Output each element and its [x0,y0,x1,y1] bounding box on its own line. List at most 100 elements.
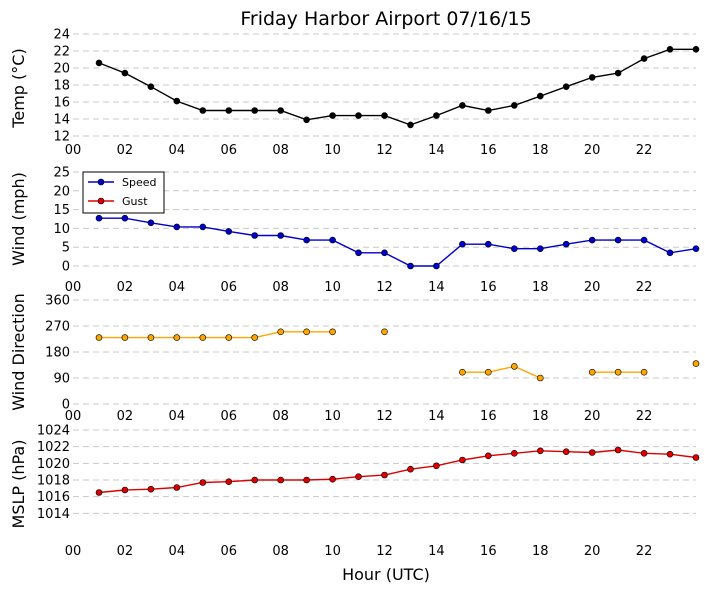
data-point [277,107,285,114]
data-point [355,249,362,257]
x-tick-label: 14 [428,280,445,295]
panel-3: 0 90 180 270 360 00 02 04 06 08 10 12 14 16 18 20 22 Wind… [9,293,700,424]
y-tick-label: 5 [62,241,70,256]
x-tick-label: 20 [584,544,601,559]
data-point [251,232,258,239]
y-tick-label: 24 [53,28,70,43]
data-point [329,475,336,483]
data-point [510,449,518,457]
legend-label: Gust [122,195,148,208]
data-point [666,249,674,257]
data-point [588,236,596,244]
data-point [459,240,466,248]
x-tick-label: 02 [117,544,134,559]
data-point [510,245,518,252]
x-tick-label: 14 [428,544,445,559]
data-point [199,334,207,341]
legend-label: Speed [122,176,156,189]
data-point [277,232,285,239]
data-point [484,368,492,376]
data-point [407,121,414,129]
data-point [459,368,466,376]
data-point [433,462,440,470]
y-tick-label: 1022 [37,440,70,455]
x-tick-label: 08 [272,544,289,559]
y-tick-label: 20 [53,184,70,199]
x-tick-label: 14 [428,409,445,424]
y-tick-label: 1016 [37,490,70,505]
data-point [121,69,129,77]
x-tick-label: 04 [169,409,186,424]
y-tick-label: 18 [53,79,70,94]
data-point [225,107,233,114]
data-point [459,456,466,464]
y-tick-label: 20 [53,62,70,77]
y-tick-label: 360 [45,294,70,309]
y-tick-label: 25 [53,166,70,181]
data-point [510,102,518,109]
data-point [121,486,129,494]
data-point [251,334,258,341]
x-tick-label: 18 [532,544,549,559]
data-point [251,476,258,484]
data-point [303,236,310,244]
x-axis-label: Hour (UTC) [342,565,430,584]
x-tick-label: 10 [324,544,341,559]
x-tick-label: 16 [480,280,497,295]
y-tick-label: 15 [53,203,70,218]
x-tick-label: 00 [65,143,82,158]
x-tick-label: 22 [636,409,653,424]
data-point [640,55,648,62]
series-line [98,48,696,126]
x-tick-label: 00 [65,280,82,295]
data-point [225,478,233,486]
x-tick-label: 12 [376,409,393,424]
data-point [95,59,103,67]
x-tick-label: 06 [220,544,237,559]
y-axis-label: Wind (mph) [9,172,28,266]
panel-2: 0 5 10 15 20 25 00 02 04 06 08 10 12 14 16 18 20 22 Wind (… [9,166,700,295]
data-point [121,334,129,341]
x-tick-label: 06 [220,409,237,424]
legend-box [82,171,165,214]
data-point [588,368,596,376]
x-tick-label: 02 [117,409,134,424]
data-point [199,479,207,486]
y-axis-label: MSLP (hPa) [9,440,28,529]
x-tick-label: 06 [220,280,237,295]
x-tick-label: 00 [65,544,82,559]
y-tick-label: 0 [62,260,70,275]
x-tick-label: 06 [220,143,237,158]
y-tick-label: 0 [62,398,70,413]
data-point [666,450,674,458]
x-tick-label: 16 [480,409,497,424]
x-tick-label: 18 [532,280,549,295]
data-point [303,116,310,124]
data-point [95,489,103,496]
y-tick-label: 180 [45,346,70,361]
y-tick-label: 22 [53,45,70,60]
data-point [95,334,103,341]
x-tick-label: 18 [532,143,549,158]
x-tick-label: 12 [376,544,393,559]
data-point [407,465,414,473]
data-point [510,363,518,370]
data-point [640,368,648,376]
data-point [640,236,648,244]
y-tick-label: 1024 [37,424,70,439]
data-point [251,107,258,114]
data-point [173,484,181,491]
x-tick-label: 00 [65,409,82,424]
data-point [303,328,310,336]
y-tick-label: 270 [45,320,70,335]
data-point [147,334,155,341]
data-point [433,112,440,119]
data-point [614,368,622,376]
data-point [95,214,103,222]
series-line [462,365,541,379]
x-tick-label: 08 [272,143,289,158]
x-tick-label: 16 [480,544,497,559]
data-point [173,97,181,105]
